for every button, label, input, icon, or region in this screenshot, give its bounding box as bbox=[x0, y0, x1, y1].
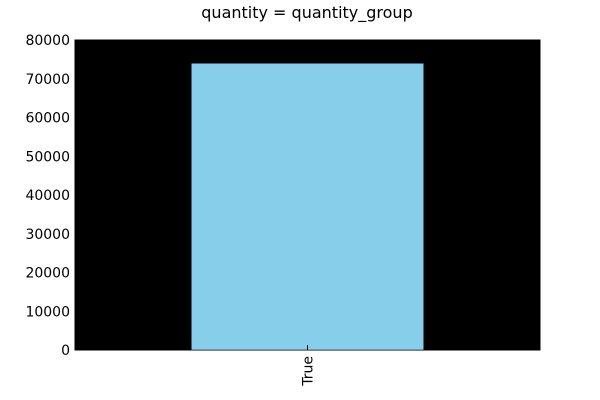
y-tick-label: 30000 bbox=[25, 227, 70, 243]
bar-true bbox=[191, 63, 424, 351]
y-tick-label: 20000 bbox=[25, 266, 70, 282]
y-tick-label: 10000 bbox=[25, 304, 70, 320]
chart-title: quantity = quantity_group bbox=[201, 3, 412, 23]
y-tick-label: 80000 bbox=[25, 33, 70, 49]
y-tick-label: 70000 bbox=[25, 72, 70, 88]
y-tick-label: 60000 bbox=[25, 111, 70, 127]
axes-layer: True 0 10000 20000 30000 40000 50000 60000 70000… bbox=[25, 33, 316, 387]
bars-layer bbox=[191, 63, 424, 351]
y-tick-label: 0 bbox=[61, 343, 70, 359]
y-tick-label: 40000 bbox=[25, 188, 70, 204]
y-tick-label: 50000 bbox=[25, 149, 70, 165]
x-tick-label: True bbox=[301, 356, 317, 387]
